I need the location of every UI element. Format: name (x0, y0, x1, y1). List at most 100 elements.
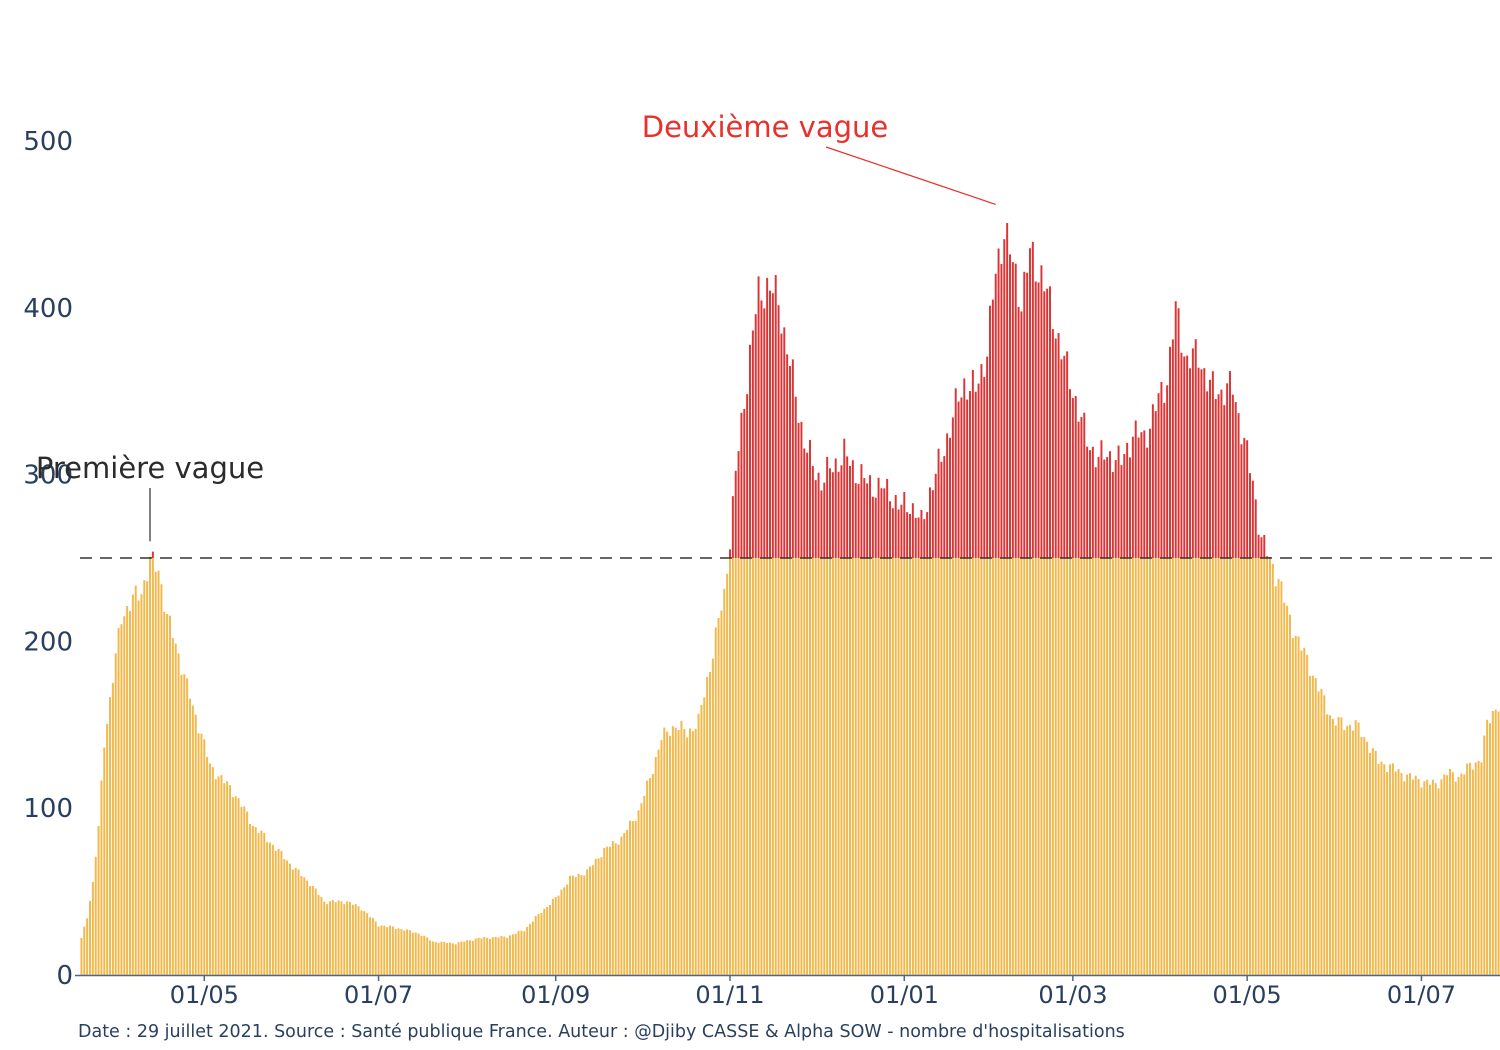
bar-below-threshold (771, 558, 774, 975)
bar-below-threshold (1277, 579, 1280, 975)
bar-below-threshold (1100, 558, 1103, 975)
bar-below-threshold (1280, 581, 1283, 975)
bar-below-threshold (411, 932, 414, 975)
annotations: Deuxième vague Première vague (36, 110, 996, 542)
bar-below-threshold (286, 860, 289, 975)
bar-above-threshold (1146, 447, 1149, 558)
bar-above-threshold (1120, 465, 1123, 558)
bar-below-threshold (1491, 710, 1494, 975)
bar-below-threshold (1049, 558, 1051, 975)
bar-above-threshold (874, 497, 877, 558)
bar-below-threshold (537, 913, 540, 975)
bar-below-threshold (1351, 730, 1354, 975)
bar-below-threshold (1109, 558, 1111, 975)
bar-below-threshold (426, 937, 429, 975)
bar-above-threshold (1249, 473, 1251, 558)
bar-above-threshold (734, 470, 737, 558)
bar-below-threshold (509, 935, 511, 975)
bar-above-threshold (1171, 339, 1174, 558)
bar-below-threshold (854, 558, 857, 975)
bar-below-threshold (1497, 711, 1500, 975)
bar-above-threshold (1011, 262, 1014, 558)
bar-below-threshold (671, 726, 674, 975)
y-tick-label: 500 (23, 127, 73, 157)
bar-below-threshold (1297, 636, 1300, 975)
bar-below-threshold (689, 728, 691, 975)
bar-below-threshold (389, 925, 391, 975)
bar-below-threshold (1240, 558, 1243, 975)
bar-above-threshold (1100, 440, 1103, 558)
bar-below-threshold (323, 901, 326, 975)
bar-below-threshold (271, 844, 274, 975)
bar-above-threshold (857, 483, 860, 558)
bar-below-threshold (346, 901, 349, 975)
bar-below-threshold (1300, 650, 1303, 975)
bar-below-threshold (571, 875, 574, 975)
bar-above-threshold (823, 482, 826, 558)
bar-above-threshold (1106, 457, 1109, 558)
bar-below-threshold (1380, 761, 1383, 975)
bar-below-threshold (894, 558, 897, 975)
bar-below-threshold (983, 558, 986, 975)
bar-below-threshold (1226, 558, 1229, 975)
bar-below-threshold (177, 653, 180, 975)
bar-above-threshold (817, 472, 820, 558)
bar-above-threshold (971, 370, 974, 558)
bar-above-threshold (754, 314, 757, 558)
bar-below-threshold (489, 938, 491, 975)
bar-below-threshold (1186, 558, 1189, 975)
bar-below-threshold (1357, 722, 1360, 975)
bar-below-threshold (1089, 558, 1091, 975)
bar-below-threshold (837, 558, 840, 975)
bar-above-threshold (763, 308, 766, 558)
bar-below-threshold (477, 937, 480, 975)
bar-below-threshold (1360, 737, 1363, 975)
bar-below-threshold (1063, 558, 1066, 975)
bar-below-threshold (866, 558, 869, 975)
bar-below-threshold (374, 921, 377, 975)
bar-below-threshold (1294, 635, 1297, 975)
bar-below-threshold (723, 588, 726, 975)
bar-below-threshold (920, 558, 923, 975)
bar-below-threshold (951, 558, 954, 975)
bar-below-threshold (600, 857, 603, 975)
bar-above-threshold (797, 422, 800, 558)
bar-above-threshold (1237, 413, 1240, 558)
bar-below-threshold (1329, 715, 1331, 975)
bar-below-threshold (189, 698, 191, 975)
bar-below-threshold (977, 558, 980, 975)
y-tick-label: 300 (23, 461, 73, 491)
bar-below-threshold (1169, 558, 1171, 975)
bar-above-threshold (1200, 369, 1203, 558)
bar-below-threshold (117, 628, 120, 975)
bar-below-threshold (589, 866, 591, 975)
bar-below-threshold (1451, 772, 1454, 975)
bar-above-threshold (1071, 398, 1074, 558)
bar-below-threshold (931, 558, 934, 975)
bar-above-threshold (1143, 430, 1146, 558)
bar-below-threshold (1220, 558, 1223, 975)
bar-below-threshold (126, 606, 129, 975)
bar-below-threshold (237, 798, 240, 975)
bar-below-threshold (1457, 776, 1460, 975)
bar-below-threshold (320, 897, 323, 975)
bar-below-threshold (703, 697, 706, 975)
bar-below-threshold (897, 558, 900, 975)
bar-below-threshold (1157, 558, 1160, 975)
bar-below-threshold (791, 558, 794, 975)
bar-below-threshold (109, 697, 111, 975)
bar-above-threshold (1134, 420, 1137, 558)
bar-below-threshold (174, 643, 177, 975)
bar-below-threshold (834, 558, 837, 975)
bar-above-threshold (949, 437, 951, 558)
bar-below-threshold (1443, 774, 1446, 975)
bar-below-threshold (514, 933, 517, 975)
bar-below-threshold (1031, 558, 1034, 975)
bar-below-threshold (597, 858, 600, 975)
bar-below-threshold (1077, 558, 1080, 975)
bar-below-threshold (1340, 717, 1343, 975)
bar-below-threshold (1003, 558, 1006, 975)
bar-below-threshold (634, 820, 637, 975)
bar-above-threshold (1214, 399, 1217, 558)
bar-below-threshold (129, 610, 131, 975)
